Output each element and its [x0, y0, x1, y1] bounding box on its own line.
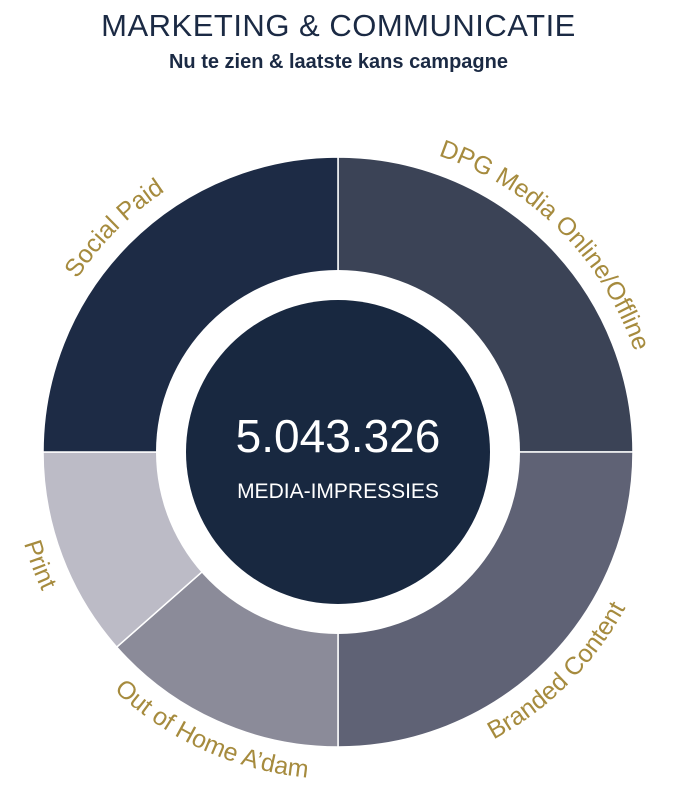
slice-label-3: Print: [18, 537, 62, 594]
total-impressions-value: 5.043.326: [236, 410, 441, 462]
total-impressions-label: MEDIA-IMPRESSIES: [237, 480, 439, 503]
slice-label-text-3: Print: [18, 537, 62, 594]
